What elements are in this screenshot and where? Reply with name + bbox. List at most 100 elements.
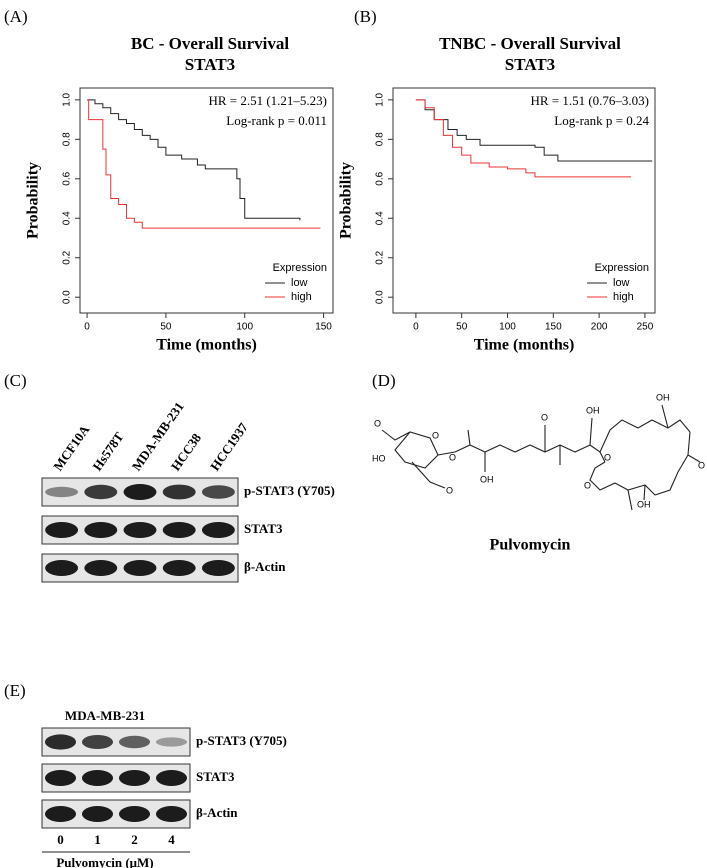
lane-label: Hs578T xyxy=(89,429,126,473)
blot-band xyxy=(84,560,118,576)
blot-band xyxy=(45,560,79,576)
atom-label: OH xyxy=(586,405,600,415)
x-tick-label: 200 xyxy=(591,322,608,333)
x-tick-label: 0 xyxy=(84,322,90,333)
atom-label: OH xyxy=(480,474,494,484)
atom-label: O xyxy=(374,418,381,428)
chart-subtitle: STAT3 xyxy=(505,55,555,74)
annotation: HR = 2.51 (1.21–5.23) xyxy=(208,93,327,108)
plot-frame xyxy=(392,87,656,314)
panel-label: (B) xyxy=(354,7,377,26)
atom-label: O xyxy=(449,452,456,462)
blot-band xyxy=(162,522,196,538)
annotation: HR = 1.51 (0.76–3.03) xyxy=(530,93,649,108)
blot-band xyxy=(123,484,157,500)
blot-band xyxy=(45,486,79,498)
blot-row-label: β-Actin xyxy=(244,559,286,574)
dose-value: 0 xyxy=(57,832,64,847)
blot-band xyxy=(44,734,77,750)
y-tick-label: 0.6 xyxy=(62,171,73,185)
blot-row-label: STAT3 xyxy=(196,769,235,784)
y-tick-label: 0.8 xyxy=(375,132,386,146)
survival-curve xyxy=(87,99,301,221)
blot-band xyxy=(84,484,118,500)
legend-label: low xyxy=(613,277,630,289)
atom-label: O xyxy=(541,412,548,422)
legend-label: high xyxy=(613,291,634,303)
blot-band xyxy=(123,560,157,576)
blot-band xyxy=(118,735,151,749)
x-tick-label: 150 xyxy=(545,322,562,333)
x-tick-label: 150 xyxy=(315,322,332,333)
blot-band xyxy=(44,806,77,822)
blot-band xyxy=(155,737,188,747)
y-axis-label: Probability xyxy=(338,162,355,239)
chart-title: BC - Overall Survival xyxy=(131,34,289,53)
panel-label: (D) xyxy=(372,371,396,390)
x-axis-label: Time (months) xyxy=(156,337,257,354)
x-tick-label: 50 xyxy=(456,322,468,333)
blot-band xyxy=(44,770,77,786)
atom-label: OH xyxy=(637,499,651,509)
y-tick-label: 0.0 xyxy=(375,290,386,304)
y-axis-label: Probability xyxy=(25,162,42,239)
atom-label: O xyxy=(584,480,591,490)
atom-label: O xyxy=(698,460,705,470)
lane-label: HCC38 xyxy=(168,430,205,473)
molecule-name: Pulvomycin xyxy=(490,537,571,554)
blot-row-label: p-STAT3 (Y705) xyxy=(244,483,335,498)
dose-value: 1 xyxy=(94,832,101,847)
blot-band xyxy=(81,770,114,786)
panel-label: (A) xyxy=(4,7,28,26)
blot-band xyxy=(155,770,188,786)
x-axis-label: Time (months) xyxy=(474,337,575,354)
blot-band xyxy=(45,522,79,538)
blot-band xyxy=(201,485,235,499)
lane-label: MCF10A xyxy=(50,422,92,474)
blot-row-label: β-Actin xyxy=(196,805,238,820)
legend-label: low xyxy=(291,277,308,289)
blot-band xyxy=(81,735,114,749)
survival-curve xyxy=(415,99,632,178)
chart-subtitle: STAT3 xyxy=(185,55,235,74)
atom-label: HO xyxy=(372,453,386,463)
legend-title: Expression xyxy=(273,262,327,274)
y-tick-label: 0.2 xyxy=(375,250,386,264)
blot-band xyxy=(201,560,235,576)
dose-value: 2 xyxy=(131,832,138,847)
annotation: Log-rank p = 0.24 xyxy=(554,113,649,128)
blot-band xyxy=(123,522,157,538)
blot-row-label: STAT3 xyxy=(244,521,283,536)
blot-band xyxy=(118,770,151,786)
blot-band xyxy=(162,484,196,500)
y-tick-label: 0.6 xyxy=(375,171,386,185)
blot-row-label: p-STAT3 (Y705) xyxy=(196,733,287,748)
cell-line: MDA-MB-231 xyxy=(65,708,145,723)
x-tick-label: 0 xyxy=(413,322,419,333)
x-tick-label: 100 xyxy=(236,322,253,333)
molecule-structure xyxy=(381,404,701,511)
y-tick-label: 0.4 xyxy=(62,211,73,225)
lane-label: HCC1937 xyxy=(207,419,251,473)
dose-label: Pulvomycin (μM) xyxy=(56,855,153,868)
panel-label: (E) xyxy=(4,681,26,700)
atom-label: O xyxy=(446,485,453,495)
panel-label: (C) xyxy=(4,371,27,390)
atom-label: OH xyxy=(656,392,670,402)
dose-value: 4 xyxy=(168,832,175,847)
x-tick-label: 100 xyxy=(499,322,516,333)
blot-band xyxy=(155,806,188,822)
blot-band xyxy=(81,806,114,822)
blot-band xyxy=(118,806,151,822)
y-tick-label: 0.2 xyxy=(62,250,73,264)
x-tick-label: 50 xyxy=(160,322,172,333)
blot-band xyxy=(84,522,118,538)
survival-curve xyxy=(87,99,321,229)
x-tick-label: 250 xyxy=(637,322,654,333)
atom-label: O xyxy=(432,430,439,440)
atom-label: O xyxy=(604,452,611,462)
blot-band xyxy=(162,560,196,576)
survival-curve xyxy=(415,99,653,162)
plot-frame xyxy=(79,87,334,314)
